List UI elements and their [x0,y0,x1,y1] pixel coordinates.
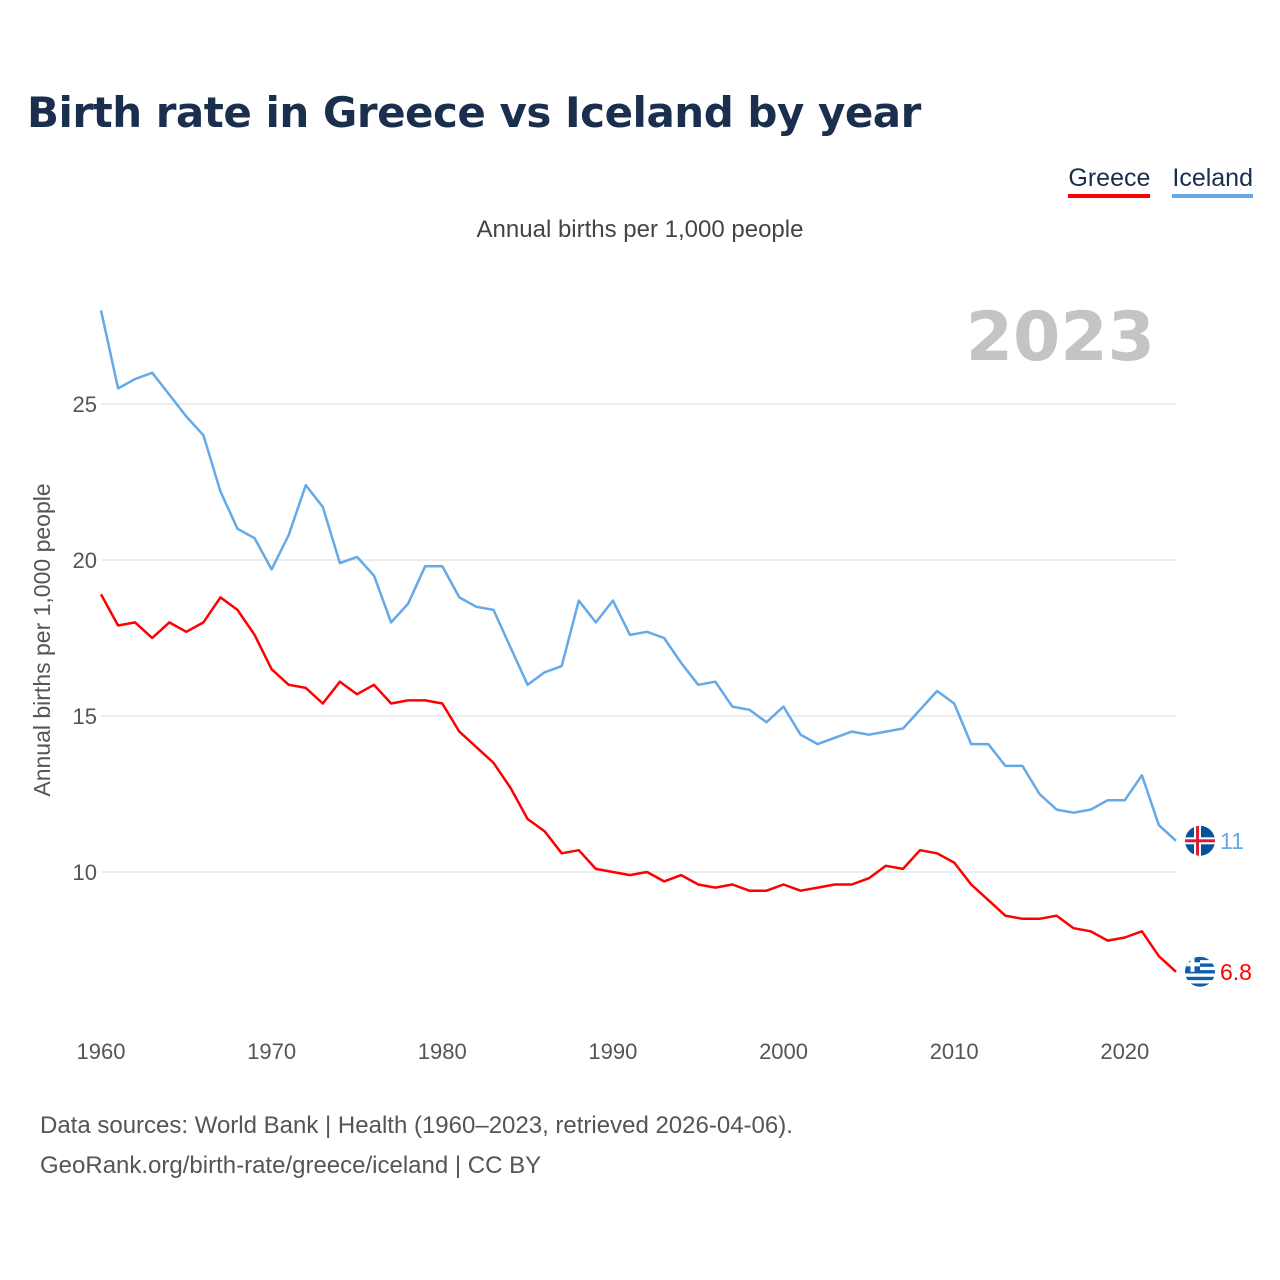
x-tick-label: 2010 [930,1039,979,1064]
chart-subtitle: Annual births per 1,000 people [476,216,804,243]
flag-iceland-icon [1185,825,1215,856]
x-tick-label: 2020 [1100,1039,1149,1064]
y-tick-label: 20 [73,548,97,573]
source-line-1: Data sources: World Bank | Health (1960–… [40,1112,793,1139]
y-tick-label: 15 [73,704,97,729]
year-watermark: 2023 [966,298,1155,377]
x-tick-label: 1990 [588,1039,637,1064]
legend: Greece Iceland [1068,164,1253,198]
y-axis-title: Annual births per 1,000 people [29,483,55,796]
x-tick-label: 2000 [759,1039,808,1064]
y-tick-label: 25 [73,392,97,417]
x-tick-label: 1980 [418,1039,467,1064]
end-value-label-greece: 6.8 [1220,959,1252,985]
series-line-iceland[interactable] [99,310,1177,842]
chart-title: Birth rate in Greece vs Iceland by year [27,88,921,137]
end-value-label-iceland: 11 [1220,828,1244,854]
source-line-2[interactable]: GeoRank.org/birth-rate/greece/iceland | … [40,1152,542,1179]
line-chart: 2023 10 15 20 25 1960 1970 1980 1990 2000 2010 202… [29,298,1252,1064]
x-tick-label: 1970 [247,1039,296,1064]
flag-greece-icon [1185,956,1215,987]
source-note: Data sources: World Bank | Health (1960–… [40,1106,793,1186]
legend-item-greece[interactable]: Greece [1068,164,1151,198]
x-tick-label: 1960 [77,1039,126,1064]
series-line-greece[interactable] [99,593,1177,973]
legend-item-iceland[interactable]: Iceland [1172,164,1253,198]
y-tick-label: 10 [73,860,97,885]
